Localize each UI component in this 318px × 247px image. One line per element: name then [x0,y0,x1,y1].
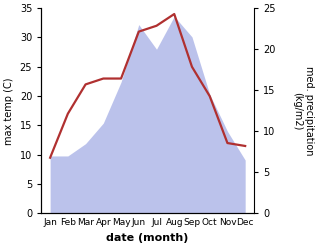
Y-axis label: max temp (C): max temp (C) [4,77,14,144]
X-axis label: date (month): date (month) [107,233,189,243]
Y-axis label: med. precipitation
(kg/m2): med. precipitation (kg/m2) [292,66,314,156]
